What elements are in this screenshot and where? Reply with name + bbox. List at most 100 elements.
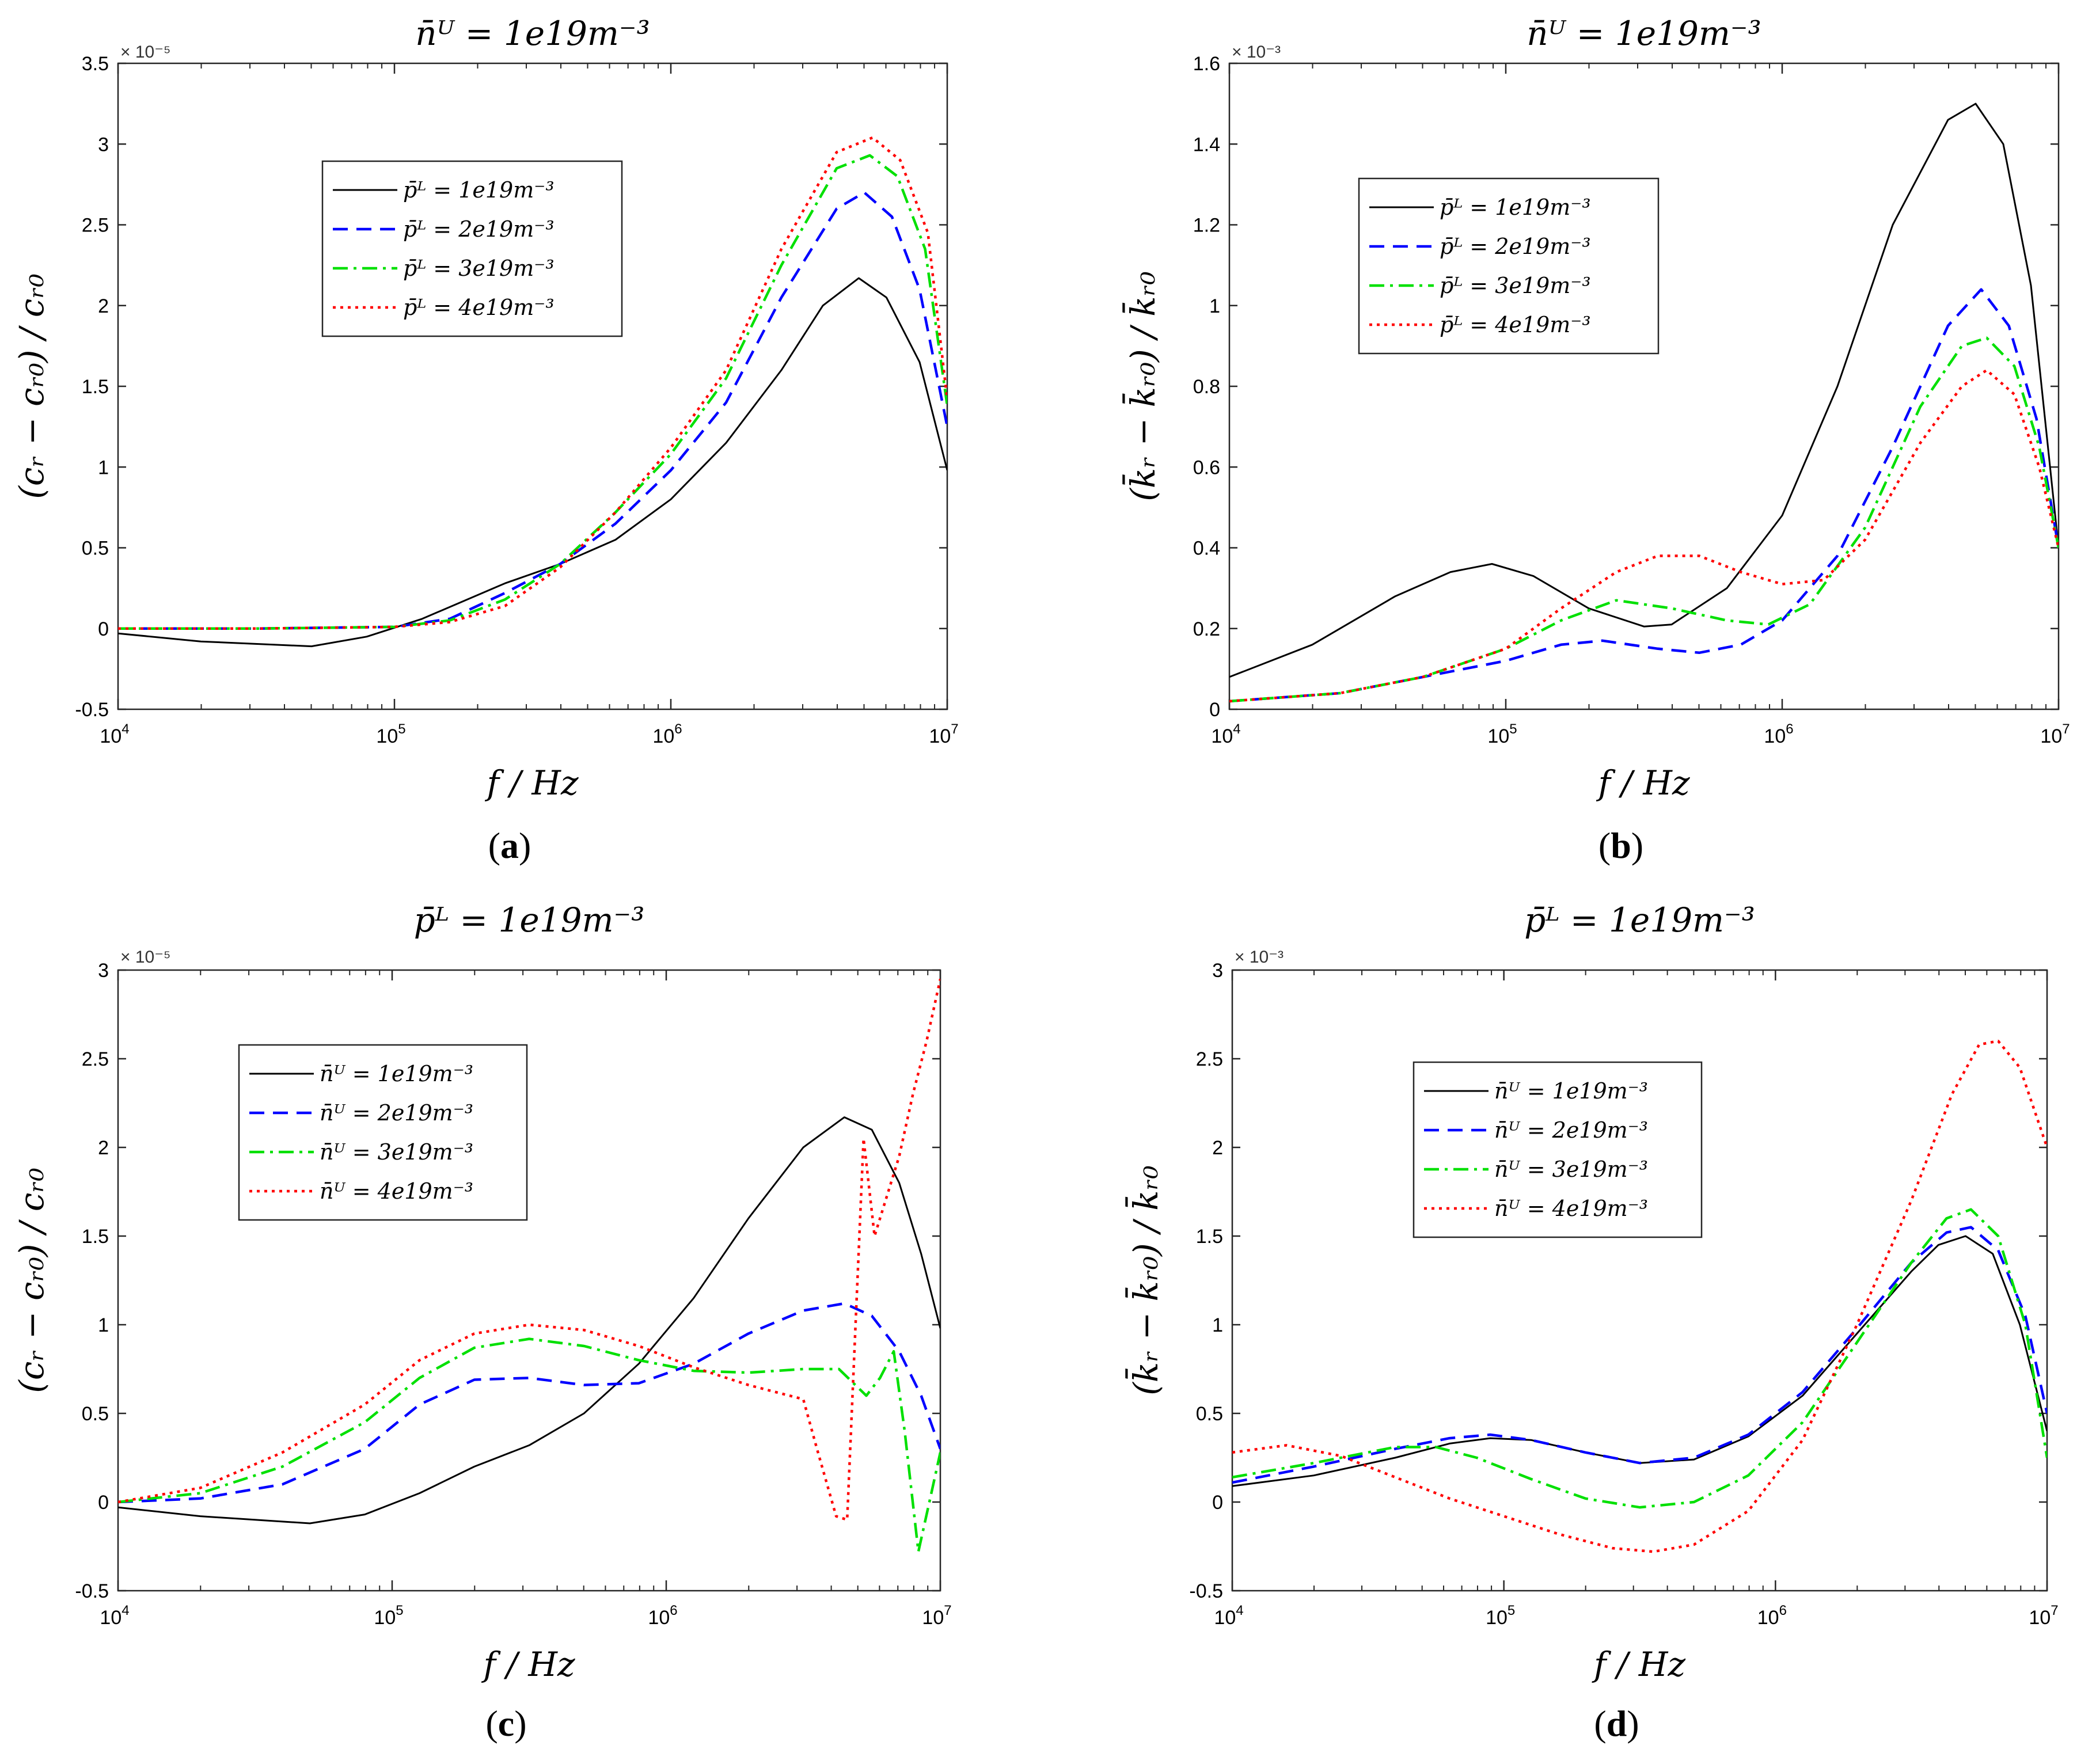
legend-entry: n̄ᵁ = 1e19m⁻³: [1494, 1078, 1648, 1104]
series-line-2: [118, 1302, 940, 1504]
y-tick-label: 1.6: [1193, 53, 1220, 75]
x-tick-label: 106: [1764, 721, 1793, 747]
chart-panel-c: -0.5 0 0.5 1 1.5 2 2.5 3 104 105 106 107 n̄ᵁ = 1e19m…: [12, 900, 952, 1744]
y-tick-label: 0: [98, 1492, 109, 1514]
y-axis-label: (k̄ᵣ − k̄ᵣ₀) / k̄ᵣ₀: [1122, 271, 1163, 501]
x-tick-label: 107: [929, 721, 958, 747]
y-tick-label: 3: [98, 134, 109, 155]
x-tick-label: 105: [1486, 1603, 1515, 1629]
y-tick-label: 1.5: [82, 376, 109, 398]
legend-entry: p̄ᴸ = 4e19m⁻³: [403, 295, 555, 320]
y-tick-label: 2: [98, 295, 109, 317]
y-tick-label: 0.2: [1193, 618, 1220, 640]
x-axis-label: f / Hz: [1596, 763, 1689, 803]
legend-entry: p̄ᴸ = 3e19m⁻³: [403, 256, 555, 281]
y-tick-label: 3: [98, 960, 109, 982]
y-tick-label: 1.4: [1193, 134, 1220, 155]
x-tick-label: 105: [376, 721, 405, 747]
chart-title: n̄ᵁ = 1e19m⁻³: [1527, 14, 1761, 53]
y-tick-label: 0.5: [1196, 1403, 1223, 1425]
legend-entry: p̄ᴸ = 4e19m⁻³: [1440, 312, 1591, 337]
series-line-1: [118, 1116, 940, 1525]
x-tick-label: 104: [1214, 1603, 1243, 1629]
legend-entry: n̄ᵁ = 2e19m⁻³: [1494, 1117, 1648, 1143]
legend-entry: n̄ᵁ = 2e19m⁻³: [320, 1100, 473, 1126]
x-axis-label: f / Hz: [484, 763, 578, 803]
x-tick-label: 106: [652, 721, 682, 747]
series-line-1: [1229, 102, 2059, 678]
y-tick-label: -0.5: [1189, 1580, 1223, 1602]
axis-multiplier: × 10⁻³: [1235, 948, 1284, 967]
x-tick-label: 107: [922, 1603, 951, 1629]
chart-title: p̄ᴸ = 1e19m⁻³: [1524, 900, 1755, 940]
y-tick-label: 1: [98, 1314, 109, 1336]
y-tick-label: 0.4: [1193, 538, 1220, 560]
y-axis-label: (k̄ᵣ − k̄ᵣ₀) / k̄ᵣ₀: [1125, 1165, 1165, 1396]
y-tick-label: 2: [1212, 1137, 1223, 1159]
y-tick-label: 2: [98, 1137, 109, 1159]
x-axis-label: f / Hz: [481, 1645, 575, 1684]
x-tick-label: 105: [1487, 721, 1517, 747]
y-axis-label: (cᵣ − cᵣ₀) / cᵣ₀: [12, 1168, 51, 1393]
axis-multiplier: × 10⁻³: [1232, 43, 1281, 62]
legend-entry: n̄ᵁ = 4e19m⁻³: [1494, 1196, 1648, 1221]
y-tick-label: 3: [1212, 960, 1223, 982]
y-tick-label: -0.5: [75, 1580, 109, 1602]
y-tick-label: 1.5: [82, 1226, 109, 1248]
legend-entry: n̄ᵁ = 3e19m⁻³: [320, 1139, 473, 1165]
x-tick-label: 107: [2029, 1603, 2058, 1629]
x-tick-label: 104: [1211, 721, 1240, 747]
plot-area: [117, 62, 948, 710]
series-line-3: [118, 154, 947, 630]
y-tick-label: 2.5: [1196, 1048, 1223, 1070]
axis-multiplier: × 10⁻⁵: [120, 948, 171, 967]
y-tick-label: 0.5: [82, 1403, 109, 1425]
y-tick-label: 2.5: [82, 1048, 109, 1070]
chart-panel-b: 0 0.2 0.4 0.6 0.8 1 1.2 1.4 1.6 104 105 106 107 p̄ᴸ =…: [1122, 14, 2070, 866]
y-tick-label: 0: [1212, 1492, 1223, 1514]
x-tick-label: 107: [2040, 721, 2070, 747]
y-tick-label: 3.5: [82, 53, 109, 75]
y-tick-label: 0.5: [82, 538, 109, 560]
panel-caption: (c): [485, 1703, 526, 1744]
legend-entry: p̄ᴸ = 2e19m⁻³: [403, 216, 555, 242]
x-tick-label: 104: [100, 721, 129, 747]
x-tick-label: 105: [374, 1603, 403, 1629]
y-tick-label: 1: [1209, 295, 1220, 317]
panel-caption: (b): [1598, 825, 1643, 866]
x-tick-label: 104: [100, 1603, 129, 1629]
legend-entry: p̄ᴸ = 1e19m⁻³: [1440, 195, 1591, 220]
legend-entry: n̄ᵁ = 4e19m⁻³: [320, 1178, 473, 1204]
chart-panel-a: -0.5 0 0.5 1 1.5 2 2.5 3 3.5 104 105 106 107 p̄ᴸ = 1e…: [12, 14, 959, 866]
x-axis-label: f / Hz: [1592, 1645, 1685, 1684]
series-line-2: [1229, 288, 2059, 703]
y-tick-label: -0.5: [75, 699, 109, 721]
y-tick-label: 1: [98, 457, 109, 478]
y-tick-label: 0.8: [1193, 376, 1220, 398]
y-tick-label: 0: [1209, 699, 1220, 721]
series-line-1: [118, 277, 947, 648]
y-tick-label: 1: [1212, 1314, 1223, 1336]
legend-entry: n̄ᵁ = 1e19m⁻³: [320, 1061, 473, 1086]
y-axis-label: (cᵣ − cᵣ₀) / cᵣ₀: [12, 273, 51, 499]
chart-title: n̄ᵁ = 1e19m⁻³: [415, 14, 650, 53]
series-line-1: [1232, 1235, 2047, 1487]
panel-caption: (a): [488, 825, 531, 866]
chart-panel-d: -0.5 0 0.5 1 1.5 2 2.5 3 104 105 106 107 n̄ᵁ = 1e19m…: [1125, 900, 2058, 1744]
y-tick-label: 2.5: [82, 215, 109, 237]
series-line-2: [1232, 1226, 2047, 1484]
x-tick-label: 106: [1757, 1603, 1787, 1629]
series-line-4: [1229, 368, 2059, 703]
series-line-3: [1229, 336, 2059, 703]
panel-caption: (d): [1594, 1703, 1639, 1744]
series-line-3: [1232, 1208, 2047, 1509]
y-tick-label: 1.2: [1193, 215, 1220, 237]
chart-title: p̄ᴸ = 1e19m⁻³: [414, 900, 645, 940]
legend-entry: n̄ᵁ = 3e19m⁻³: [1494, 1157, 1648, 1182]
axis-multiplier: × 10⁻⁵: [120, 43, 171, 62]
y-tick-label: 0.6: [1193, 457, 1220, 478]
legend-entry: p̄ᴸ = 2e19m⁻³: [1440, 234, 1591, 259]
y-tick-label: 0: [98, 618, 109, 640]
legend-entry: p̄ᴸ = 3e19m⁻³: [1440, 273, 1591, 298]
